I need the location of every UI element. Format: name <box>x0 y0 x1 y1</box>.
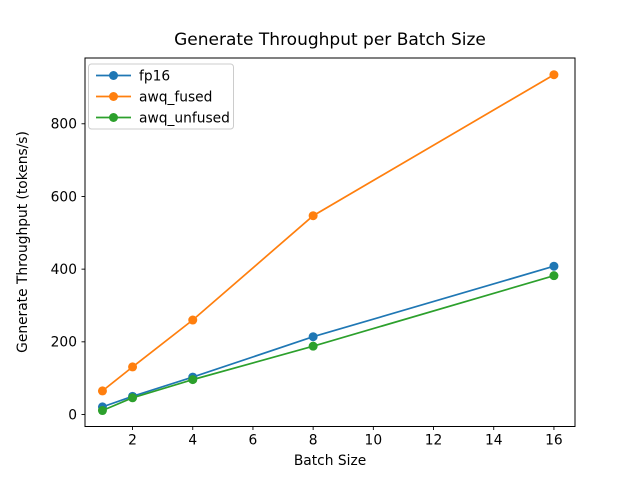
data-point-fp16 <box>549 261 559 271</box>
legend-item-fp16: fp16 <box>96 68 170 84</box>
series-line-awq_unfused <box>102 274 555 412</box>
data-point-awq_unfused <box>549 271 559 281</box>
x-tick-label: 10 <box>365 433 383 449</box>
y-tick-label: 800 <box>51 117 77 133</box>
data-point-awq_fused <box>188 315 198 325</box>
y-tick-label: 0 <box>68 407 77 423</box>
legend-item-label: fp16 <box>139 68 170 84</box>
x-tick-label: 14 <box>485 433 503 449</box>
legend-sample-marker <box>109 71 118 80</box>
data-point-awq_fused <box>549 70 559 80</box>
data-point-awq_fused <box>308 211 318 221</box>
y-tick-label: 400 <box>51 262 77 278</box>
chart-title: Generate Throughput per Batch Size <box>174 30 486 50</box>
data-point-awq_unfused <box>188 375 198 385</box>
legend-item-label: awq_unfused <box>139 110 230 126</box>
axes-spines <box>84 57 576 427</box>
x-tick-label: 8 <box>309 433 318 449</box>
legend-item-awq_fused: awq_fused <box>96 89 212 105</box>
legend-item-awq_unfused: awq_unfused <box>96 110 230 126</box>
legend-frame <box>88 63 234 130</box>
legend-item-label: awq_fused <box>139 89 212 105</box>
plot-area: 2 4 6 8 10 12 14 16 0 200 400 600 800 <box>51 57 576 449</box>
data-point-awq_unfused <box>128 393 138 403</box>
data-point-awq_unfused <box>97 406 107 416</box>
data-point-awq_unfused <box>308 341 318 351</box>
data-point-awq_fused <box>97 386 107 396</box>
data-point-fp16 <box>308 332 318 342</box>
x-axis-label: Batch Size <box>294 453 366 469</box>
y-tick-label: 600 <box>51 189 77 205</box>
legend-sample-marker <box>109 92 118 101</box>
y-axis-label: Generate Throughput (tokens/s) <box>15 131 31 353</box>
x-tick-label: 4 <box>188 433 197 449</box>
data-point-awq_fused <box>128 362 138 372</box>
x-tick-label: 12 <box>425 433 443 449</box>
y-tick-label: 200 <box>51 335 77 351</box>
x-tick-label: 2 <box>128 433 137 449</box>
x-tick-label: 16 <box>545 433 563 449</box>
legend: fp16 awq_fused awq_unfused <box>88 63 234 130</box>
x-tick-label: 6 <box>249 433 258 449</box>
legend-sample-marker <box>109 113 118 122</box>
